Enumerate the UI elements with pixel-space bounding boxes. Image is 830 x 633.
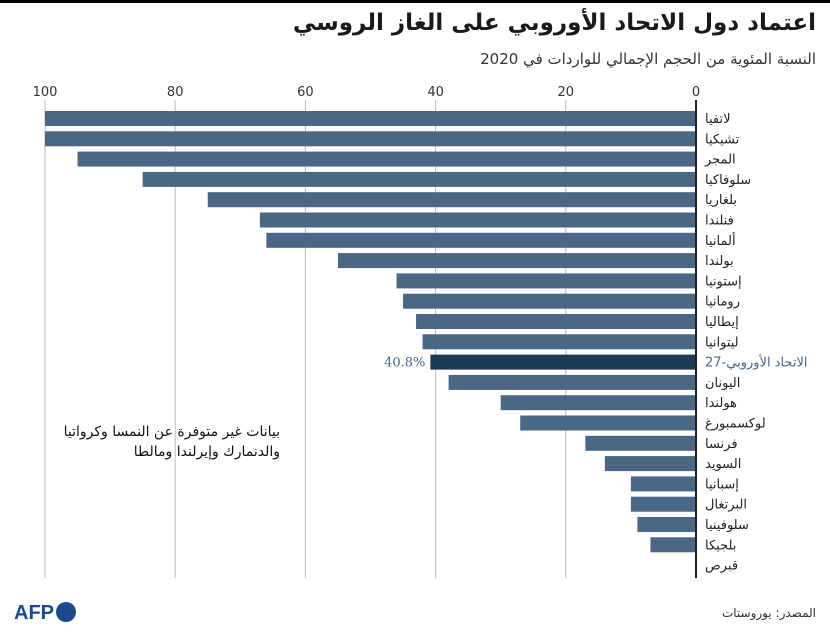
bar (259, 212, 696, 228)
x-tick-label: 80 (167, 85, 184, 100)
category-label: ألمانيا (705, 232, 736, 249)
category-label: لاتفيا (705, 112, 731, 127)
category-label: إسبانيا (705, 477, 739, 492)
category-label: فنلندا (705, 214, 734, 229)
bar (45, 131, 696, 147)
bar (500, 395, 696, 411)
category-label: قبرص (705, 559, 738, 574)
category-label: بلجيكا (705, 538, 736, 553)
category-label: تشيكيا (705, 132, 740, 147)
bar (266, 232, 696, 248)
chart-title: اعتماد دول الاتحاد الأوروبي على الغاز ال… (292, 10, 816, 36)
highlight-value-label: 40.8% (384, 356, 425, 371)
afp-logo: AFP (14, 602, 76, 624)
bar (416, 314, 696, 329)
category-label: هولندا (705, 396, 737, 411)
category-label: رومانيا (705, 295, 740, 310)
category-label: ليتوانيا (705, 335, 739, 350)
category-label: لوكسمبورغ (705, 417, 766, 432)
bar (448, 374, 696, 390)
x-tick-label: 20 (558, 85, 575, 100)
bar (430, 354, 696, 370)
category-label: فرنسا (705, 437, 738, 452)
top-rule (0, 0, 830, 3)
afp-logo-dot (56, 602, 76, 622)
bar (650, 537, 696, 553)
bar (337, 253, 696, 269)
missing-data-note: بيانات غير متوفرة عن النمسا وكرواتيا وال… (63, 424, 280, 460)
bar (422, 334, 696, 350)
category-label: اليونان (705, 376, 740, 391)
bar (207, 192, 696, 208)
category-label: البرتغال (705, 498, 747, 513)
category-label: بلغاريا (705, 193, 737, 208)
bar (77, 151, 697, 167)
category-label: الاتحاد الأوروبي-27 (705, 354, 807, 371)
category-label: السويد (705, 457, 741, 472)
bar (396, 273, 696, 289)
category-label: سلوفينيا (705, 518, 749, 533)
chart-subtitle: النسبة المئوية من الحجم الإجمالي للواردا… (480, 50, 816, 68)
bar (142, 171, 696, 187)
bar (630, 476, 696, 492)
bar (403, 293, 696, 309)
bar (585, 435, 696, 451)
x-tick-label: 60 (297, 85, 314, 100)
category-label: المجر (704, 153, 736, 168)
bar (520, 415, 696, 431)
category-label: إيطاليا (705, 315, 739, 330)
x-tick-label: 100 (33, 85, 58, 100)
bar (604, 456, 696, 472)
category-label: إستونيا (705, 274, 742, 289)
bar (630, 496, 696, 512)
afp-logo-text: AFP (14, 602, 54, 624)
source-credit: المصدر: يوروستات (721, 606, 816, 620)
x-tick-label: 0 (692, 85, 700, 100)
category-label: سلوفاكيا (705, 173, 751, 188)
bar (637, 517, 696, 532)
bar (45, 111, 696, 126)
category-label: بولندا (705, 254, 734, 269)
x-tick-label: 40 (427, 85, 444, 100)
